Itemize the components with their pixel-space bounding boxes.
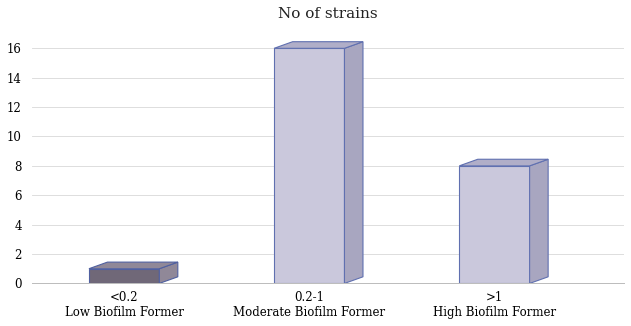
Polygon shape bbox=[274, 48, 345, 283]
Title: No of strains: No of strains bbox=[278, 7, 377, 21]
Polygon shape bbox=[459, 159, 548, 166]
Polygon shape bbox=[345, 42, 363, 283]
Polygon shape bbox=[529, 159, 548, 283]
Polygon shape bbox=[274, 42, 363, 48]
Polygon shape bbox=[159, 262, 178, 283]
Polygon shape bbox=[459, 166, 529, 283]
Polygon shape bbox=[89, 262, 178, 269]
Polygon shape bbox=[89, 269, 159, 283]
